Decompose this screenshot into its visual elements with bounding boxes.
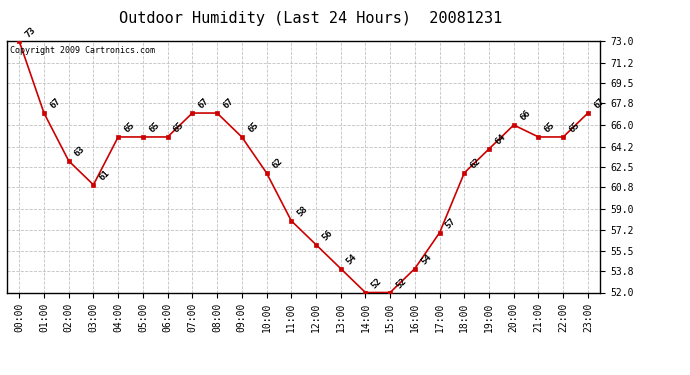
Text: 63: 63: [73, 145, 87, 159]
Text: 65: 65: [172, 121, 186, 135]
Text: 65: 65: [567, 121, 582, 135]
Text: 56: 56: [320, 228, 334, 243]
Text: 62: 62: [270, 157, 285, 171]
Text: 65: 65: [246, 121, 260, 135]
Text: 58: 58: [295, 205, 309, 219]
Text: 52: 52: [370, 276, 384, 290]
Text: 64: 64: [493, 133, 507, 147]
Text: 65: 65: [122, 121, 137, 135]
Text: 57: 57: [444, 216, 457, 231]
Text: 54: 54: [419, 252, 433, 266]
Text: 67: 67: [197, 97, 210, 111]
Text: 73: 73: [23, 25, 37, 39]
Text: 67: 67: [48, 97, 62, 111]
Text: 61: 61: [97, 169, 112, 183]
Text: 66: 66: [518, 109, 532, 123]
Text: 65: 65: [147, 121, 161, 135]
Text: 52: 52: [394, 276, 408, 290]
Text: 54: 54: [345, 252, 359, 266]
Text: 67: 67: [592, 97, 606, 111]
Text: 62: 62: [469, 157, 482, 171]
Text: Copyright 2009 Cartronics.com: Copyright 2009 Cartronics.com: [10, 46, 155, 55]
Text: Outdoor Humidity (Last 24 Hours)  20081231: Outdoor Humidity (Last 24 Hours) 2008123…: [119, 11, 502, 26]
Text: 67: 67: [221, 97, 235, 111]
Text: 65: 65: [542, 121, 557, 135]
